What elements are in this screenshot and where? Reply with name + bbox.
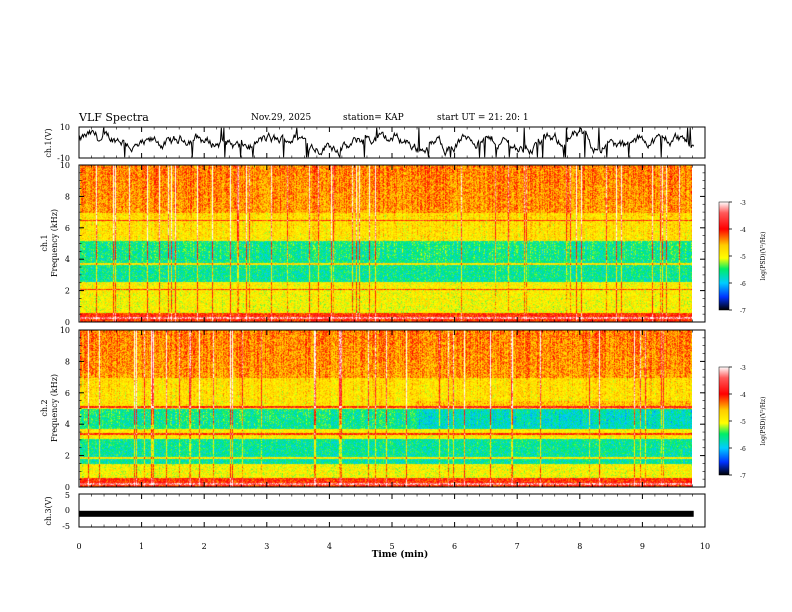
ch1-colorbar-tick-label: -5 bbox=[740, 254, 746, 261]
x-tick-label: 6 bbox=[452, 542, 457, 551]
x-tick-label: 0 bbox=[76, 542, 81, 551]
ch3-waveform-panel: 5 0 -5 ch.3(V) bbox=[44, 491, 706, 531]
x-tick-label: 7 bbox=[515, 542, 520, 551]
ch2-spectrogram-image bbox=[80, 330, 692, 487]
ch1-colorbar-tick-label: -7 bbox=[740, 308, 746, 315]
ch1-waveform-panel: 10 -10 ch.1(V) bbox=[44, 123, 706, 163]
ch1-spec-ytick-label: 10 bbox=[60, 161, 70, 170]
ch1-colorbar-label: log(PSD)(V²/Hz) bbox=[760, 232, 767, 281]
x-tick-label: 2 bbox=[202, 542, 207, 551]
ch1-colorbar: -3 -4 -5 -6 -7 log(PSD)(V²/Hz) bbox=[718, 200, 767, 315]
ch2-spec-ytick-label: 2 bbox=[65, 452, 70, 461]
x-axis-tick-labels: 0 1 2 3 4 5 6 7 8 9 10 bbox=[76, 542, 710, 551]
ch2-spectrogram-panel: 0 2 4 6 8 10 ch.2 Frequency (kHz) bbox=[40, 326, 706, 492]
ch1-spec-ylabel-line2: Frequency (kHz) bbox=[50, 209, 59, 277]
ch2-spec-ytick-label: 6 bbox=[65, 389, 70, 398]
ch2-colorbar-tick-label: -6 bbox=[740, 446, 746, 453]
ch2-spec-ylabel-line1: ch.2 bbox=[40, 399, 49, 416]
ch1-ytick-top: 10 bbox=[60, 123, 70, 132]
ch1-waveform-trace bbox=[78, 127, 695, 159]
ch1-ytick-bottom: -10 bbox=[57, 154, 70, 163]
ch2-colorbar-tick-label: -4 bbox=[740, 392, 746, 399]
ch2-colorbar: -3 -4 -5 -6 -7 log(PSD)(V²/Hz) bbox=[718, 365, 767, 480]
x-tick-label: 10 bbox=[700, 542, 710, 551]
ch2-colorbar-tick-label: -5 bbox=[740, 419, 746, 426]
ch1-colorbar-tick-label: -6 bbox=[740, 281, 746, 288]
ch3-ytick-top: 5 bbox=[65, 491, 70, 500]
x-tick-label: 4 bbox=[327, 542, 332, 551]
ch3-waveform-trace bbox=[79, 510, 694, 517]
time-axis-ticks bbox=[78, 127, 706, 527]
ch1-colorbar-tick-label: -3 bbox=[740, 200, 746, 207]
ch2-colorbar-label: log(PSD)(V²/Hz) bbox=[760, 397, 767, 446]
ch1-spectrogram-panel: 0 2 4 6 8 10 ch.1 Frequency (kHz) bbox=[40, 161, 706, 327]
ch1-spec-ytick-label: 0 bbox=[65, 318, 70, 327]
ch2-spec-ytick-label: 4 bbox=[65, 420, 70, 429]
ch1-spec-ytick-label: 6 bbox=[65, 224, 70, 233]
start-ut-label: start UT = 21: 20: 1 bbox=[437, 113, 529, 123]
ch1-spec-ylabel-line1: ch.1 bbox=[40, 234, 49, 251]
ch1-spec-ytick-label: 8 bbox=[65, 192, 70, 201]
ch2-spec-ytick-label: 8 bbox=[65, 357, 70, 366]
ch3-ytick-bottom: -5 bbox=[62, 522, 70, 531]
date-label: Nov.29, 2025 bbox=[251, 113, 312, 123]
ch2-colorbar-tick-label: -3 bbox=[740, 365, 746, 372]
ch2-colorbar-tick-label: -7 bbox=[740, 473, 746, 480]
station-label: station= KAP bbox=[343, 113, 404, 123]
ch3-waveform-ylabel: ch.3(V) bbox=[44, 496, 53, 525]
figure-title: VLF Spectra bbox=[79, 111, 149, 124]
ch2-spec-ytick-label: 10 bbox=[60, 326, 70, 335]
ch2-spec-ylabel-line2: Frequency (kHz) bbox=[50, 374, 59, 442]
x-tick-label: 3 bbox=[264, 542, 269, 551]
x-tick-label: 9 bbox=[640, 542, 645, 551]
ch1-colorbar-tick-label: -4 bbox=[740, 227, 746, 234]
ch1-spec-ytick-label: 4 bbox=[65, 255, 70, 264]
ch1-colorbar-gradient bbox=[718, 201, 730, 311]
x-tick-label: 5 bbox=[389, 542, 394, 551]
ch1-spec-ytick-label: 2 bbox=[65, 287, 70, 296]
x-tick-label: 8 bbox=[577, 542, 582, 551]
x-axis-label: Time (min) bbox=[372, 549, 429, 560]
ch1-waveform-ylabel: ch.1(V) bbox=[44, 128, 53, 157]
ch3-ytick-mid: 0 bbox=[65, 506, 70, 515]
x-tick-label: 1 bbox=[139, 542, 144, 551]
ch2-spec-ytick-label: 0 bbox=[65, 483, 70, 492]
ch2-colorbar-gradient bbox=[718, 366, 730, 476]
ch1-spectrogram-image bbox=[80, 165, 692, 322]
